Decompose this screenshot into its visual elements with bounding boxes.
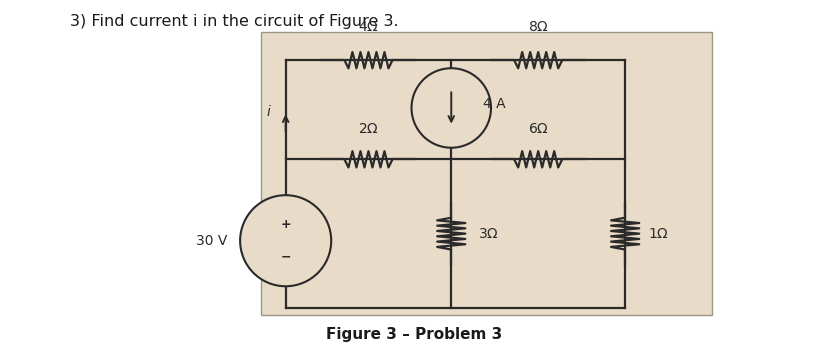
Text: 4 A: 4 A: [482, 97, 504, 112]
Text: 3) Find current i in the circuit of Figure 3.: 3) Find current i in the circuit of Figu…: [70, 14, 399, 29]
Text: 8$\Omega$: 8$\Omega$: [527, 19, 548, 34]
Text: +: +: [280, 218, 290, 231]
Text: i: i: [266, 104, 270, 119]
Text: 2$\Omega$: 2$\Omega$: [357, 122, 379, 136]
Text: Figure 3 – Problem 3: Figure 3 – Problem 3: [326, 327, 501, 342]
Ellipse shape: [411, 68, 490, 148]
Text: 3$\Omega$: 3$\Omega$: [477, 227, 498, 241]
Text: 1$\Omega$: 1$\Omega$: [648, 227, 668, 241]
Text: 30 V: 30 V: [196, 234, 227, 248]
Ellipse shape: [240, 195, 331, 286]
Text: −: −: [280, 250, 290, 263]
FancyBboxPatch shape: [261, 32, 711, 315]
Text: 6$\Omega$: 6$\Omega$: [527, 122, 548, 136]
Text: 4$\Omega$: 4$\Omega$: [357, 19, 379, 34]
